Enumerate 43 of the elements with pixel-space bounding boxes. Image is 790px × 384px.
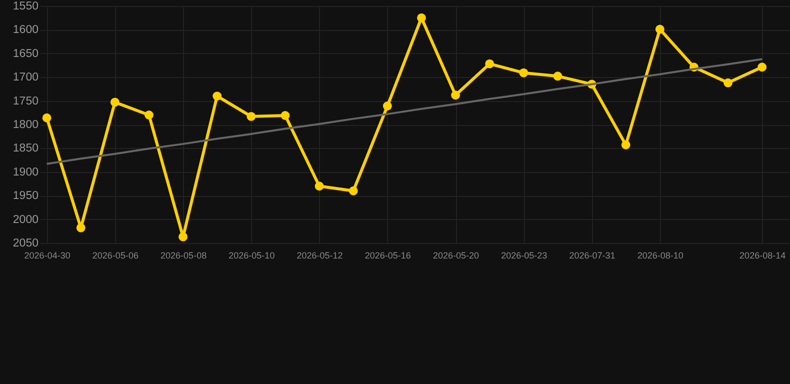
x-tick-label: 2026-04-30 xyxy=(24,250,70,260)
y-tick-label: 1750 xyxy=(12,95,38,108)
x-tick-label: 2026-05-20 xyxy=(433,250,480,260)
x-tick-label: 2026-07-31 xyxy=(569,250,616,260)
y-tick-label: 1550 xyxy=(12,0,38,12)
y-tick-label: 1900 xyxy=(12,166,38,178)
y-tick-label: 2000 xyxy=(12,214,38,226)
point xyxy=(314,182,324,191)
point xyxy=(382,102,392,110)
x-tick-label: 2026-05-23 xyxy=(501,250,548,260)
y-tick-label: 1700 xyxy=(12,72,38,84)
x-tick-label: 2026-08-10 xyxy=(637,250,684,260)
point xyxy=(348,186,358,196)
x-tick-label: 2026-05-10 xyxy=(228,250,275,260)
y-tick-label: 1950 xyxy=(12,190,38,202)
y-tick-label: 2050 xyxy=(12,238,38,250)
point xyxy=(246,112,256,121)
point xyxy=(178,232,188,242)
line-series xyxy=(46,58,764,165)
point xyxy=(110,98,120,107)
point xyxy=(758,62,767,72)
point xyxy=(655,24,664,34)
x-tick-label: 2026-05-16 xyxy=(364,250,411,260)
point xyxy=(485,59,494,68)
x-tick-label: 2026-05-06 xyxy=(92,250,138,260)
point xyxy=(724,78,732,88)
y-tick-label: 1600 xyxy=(12,24,38,36)
point xyxy=(417,13,426,22)
x-tick-label: 2026-08-14 xyxy=(740,250,786,260)
point xyxy=(451,90,460,100)
point xyxy=(76,223,86,232)
point xyxy=(42,113,52,122)
x-tick-label: 2026-05-12 xyxy=(296,250,343,260)
y-tick-label: 1800 xyxy=(12,119,38,131)
point xyxy=(144,110,154,120)
point xyxy=(553,72,562,81)
y-tick-label: 1850 xyxy=(12,142,38,155)
x-tick-label: 2026-05-08 xyxy=(160,250,207,260)
point xyxy=(280,111,290,120)
point xyxy=(212,92,222,101)
point xyxy=(621,140,630,150)
point xyxy=(519,68,528,78)
y-tick-label: 1650 xyxy=(12,48,38,60)
